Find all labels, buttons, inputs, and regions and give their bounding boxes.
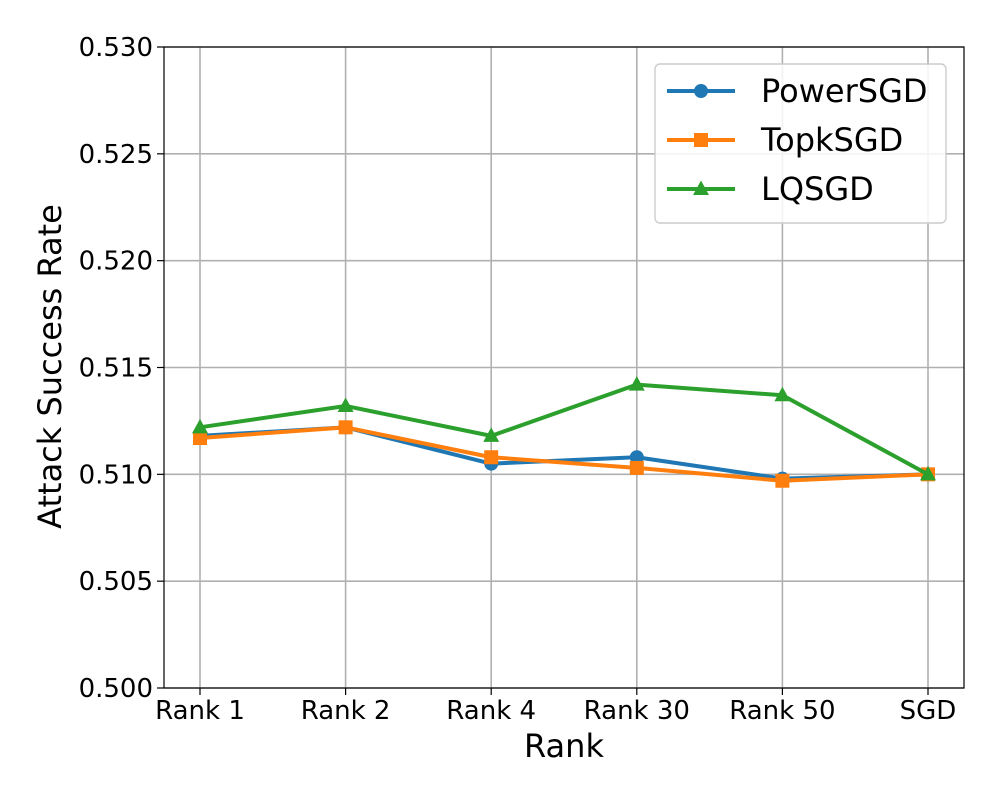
y-tick-label: 0.515 bbox=[79, 354, 153, 384]
legend-item-topksgd: TopkSGD bbox=[667, 121, 903, 159]
series-line-lqsgd bbox=[198, 382, 930, 477]
data-point-lqsgd bbox=[337, 397, 354, 412]
x-tick-label: Rank 1 bbox=[155, 696, 245, 726]
y-tick-label: 0.505 bbox=[79, 567, 153, 597]
x-tick-label: Rank 30 bbox=[584, 696, 690, 726]
y-tick-label: 0.525 bbox=[79, 140, 153, 170]
legend-marker-powersgd bbox=[694, 84, 708, 98]
data-point-topksgd bbox=[629, 460, 644, 475]
y-axis-title: Attack Success Rate bbox=[31, 204, 69, 529]
legend-label-lqsgd: LQSGD bbox=[761, 170, 874, 208]
series-group bbox=[192, 376, 936, 488]
data-point-topksgd bbox=[193, 431, 207, 446]
x-tick-label: SGD bbox=[900, 696, 957, 726]
x-tick-label: Rank 4 bbox=[446, 696, 536, 726]
data-point-topksgd bbox=[484, 450, 499, 465]
series-lqsgd bbox=[192, 376, 936, 481]
legend-box bbox=[654, 63, 947, 224]
legend-item-powersgd: PowerSGD bbox=[667, 72, 928, 110]
data-point-powersgd bbox=[629, 450, 644, 465]
data-point-lqsgd bbox=[483, 427, 500, 442]
data-point-topksgd bbox=[338, 420, 353, 435]
ticks: Rank 1 Rank 2 Rank 4 Rank 30 Rank 50 SGD 0.500… bbox=[79, 33, 957, 726]
x-tick-label: Rank 50 bbox=[729, 696, 835, 726]
legend-marker-topksgd bbox=[694, 133, 708, 147]
y-tick-label: 0.510 bbox=[79, 460, 153, 490]
data-point-lqsgd bbox=[774, 386, 791, 402]
series-line-topksgd bbox=[198, 425, 930, 483]
x-tick-label: Rank 2 bbox=[301, 696, 391, 726]
x-axis-title: Rank bbox=[524, 727, 604, 765]
data-point-topksgd bbox=[775, 473, 790, 488]
data-point-lqsgd bbox=[920, 465, 936, 481]
data-point-lqsgd bbox=[628, 376, 645, 391]
legend-label-powersgd: PowerSGD bbox=[761, 72, 928, 110]
legend-label-topksgd: TopkSGD bbox=[760, 121, 903, 159]
y-tick-label: 0.530 bbox=[79, 33, 153, 63]
legend: PowerSGD TopkSGD LQSGD bbox=[654, 63, 947, 224]
legend-marker-lqsgd bbox=[693, 180, 709, 195]
y-tick-label: 0.500 bbox=[79, 674, 153, 704]
grid bbox=[164, 46, 964, 689]
legend-item-lqsgd: LQSGD bbox=[667, 170, 874, 208]
y-tick-label: 0.520 bbox=[79, 247, 153, 277]
data-point-lqsgd bbox=[192, 418, 208, 434]
